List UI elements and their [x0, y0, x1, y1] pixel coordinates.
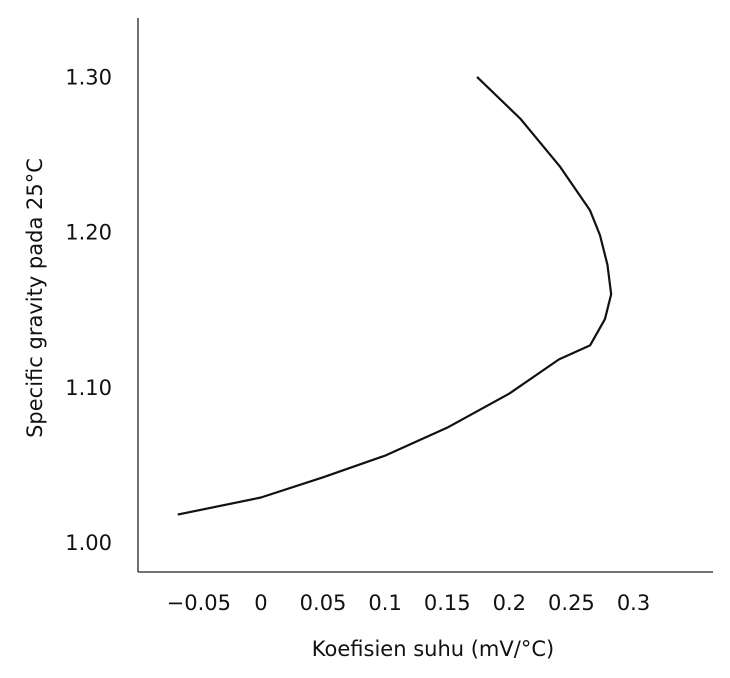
x-tick-label: −0.05: [167, 591, 231, 615]
x-tick-label: 0.15: [424, 591, 471, 615]
y-axis-title: Specific gravity pada 25°C: [23, 158, 47, 438]
x-tick-label: 0.2: [493, 591, 526, 615]
y-tick-label: 1.20: [65, 221, 112, 245]
x-tick-label: 0: [254, 591, 267, 615]
y-tick-label: 1.00: [65, 531, 112, 555]
y-tick-label: 1.10: [65, 376, 112, 400]
x-tick-label: 0.1: [368, 591, 401, 615]
x-tick-label: 0.05: [300, 591, 347, 615]
line-series: [177, 76, 613, 516]
x-tick-label: 0.3: [617, 591, 650, 615]
x-tick-label: 0.25: [548, 591, 595, 615]
y-tick-label: 1.30: [65, 66, 112, 90]
x-axis-title: Koefisien suhu (mV/°C): [312, 637, 554, 661]
